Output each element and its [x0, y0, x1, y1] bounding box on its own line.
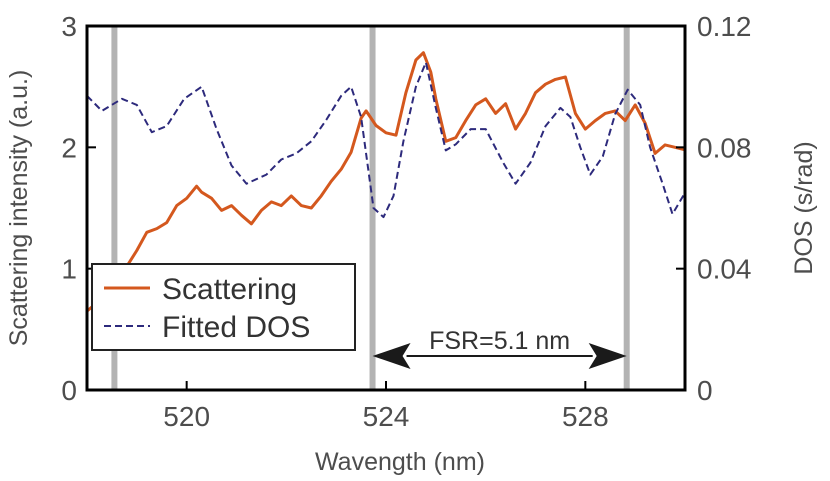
fsr-label: FSR=5.1 nm [429, 327, 570, 355]
y-right-tick-label: 0.08 [697, 132, 752, 163]
series-layer [86, 51, 686, 313]
y-axis-right-label: DOS (s/rad) [790, 141, 818, 274]
series-line-fitted-dos [86, 61, 686, 219]
y-left-tick-label: 3 [61, 11, 77, 42]
x-tick-label: 520 [163, 401, 210, 432]
x-tick-label: 528 [562, 401, 609, 432]
legend-label-scattering: Scattering [162, 273, 297, 306]
legend: Scattering Fitted DOS [91, 263, 356, 351]
fsr-arrowhead-right [588, 343, 627, 370]
y-right-tick-label: 0.12 [697, 11, 752, 42]
y-left-tick-label: 1 [61, 254, 77, 285]
fsr-arrowhead-left [372, 343, 411, 370]
ticks-layer: 520 524 528 0 1 2 3 0 0.04 0.08 0.12 [61, 11, 751, 432]
y-left-tick-label: 2 [61, 132, 77, 163]
y-left-tick-label: 0 [61, 375, 77, 406]
series-line-scattering [86, 51, 686, 313]
x-axis-label: Wavength (nm) [315, 448, 485, 476]
legend-label-fitted-dos: Fitted DOS [162, 311, 310, 344]
y-right-tick-label: 0.04 [697, 254, 752, 285]
x-tick-label: 524 [363, 401, 410, 432]
legend-box [91, 263, 356, 351]
fsr-annotation [372, 343, 627, 370]
y-axis-left-label: Scattering intensity (a.u.) [5, 70, 33, 347]
y-right-tick-label: 0 [697, 375, 713, 406]
